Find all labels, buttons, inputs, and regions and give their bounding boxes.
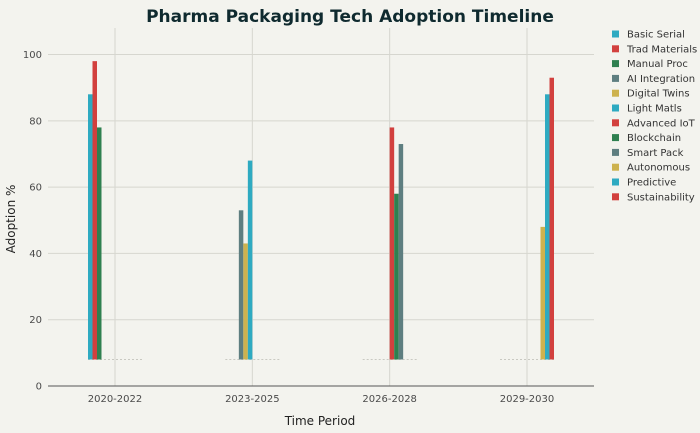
legend: Basic Serial Trad Materials Manual Proc AI … [612,30,697,203]
x-tick-label: 2029-2030 [500,394,555,405]
legend-label[interactable]: Smart Pack [627,148,684,159]
legend-swatch[interactable] [612,178,619,186]
legend-swatch[interactable] [612,60,619,68]
bar-sustainability[interactable] [549,77,555,360]
y-tick-label: 60 [29,183,42,194]
bar-manual-proc[interactable] [97,127,102,360]
bar-predictive[interactable] [545,94,550,360]
bar-autonomous[interactable] [540,226,546,360]
legend-swatch[interactable] [612,119,619,127]
legend-swatch[interactable] [612,74,619,82]
legend-swatch[interactable] [612,30,619,38]
bar-basic-serial[interactable] [88,94,93,360]
legend-label[interactable]: Manual Proc [627,59,688,70]
bars [88,61,555,360]
legend-label[interactable]: AI Integration [627,74,695,85]
y-tick-label: 80 [29,116,42,127]
chart-title: Pharma Packaging Tech Adoption Timeline [146,7,554,27]
x-tick-label: 2023-2025 [225,394,280,405]
bar-ai-integration[interactable] [238,210,244,360]
legend-label[interactable]: Sustainability [627,192,695,203]
grid [48,28,594,386]
legend-swatch[interactable] [612,104,619,112]
bar-smart-pack[interactable] [398,144,404,360]
legend-label[interactable]: Light Matls [627,104,682,115]
legend-swatch[interactable] [612,89,619,97]
bar-light-matls[interactable] [247,160,253,360]
y-tick-label: 100 [23,50,42,61]
legend-swatch[interactable] [612,163,619,171]
legend-label[interactable]: Basic Serial [627,30,685,41]
axes: 0 20 40 60 80 100 2020-2022 2023-2025 2026-2028 2… [23,50,594,405]
bar-digital-twins[interactable] [243,243,248,360]
legend-label[interactable]: Blockchain [627,133,681,144]
x-axis-title: Time Period [284,414,356,428]
legend-label[interactable]: Trad Materials [626,44,697,55]
y-axis-title: Adoption % [4,185,18,254]
legend-swatch[interactable] [612,45,619,53]
legend-label[interactable]: Advanced IoT [627,118,696,129]
x-tick-label: 2026-2028 [362,394,417,405]
legend-label[interactable]: Predictive [627,178,676,189]
bar-advanced-iot[interactable] [389,127,395,360]
y-tick-label: 0 [36,382,42,393]
bar-blockchain[interactable] [394,193,399,360]
x-tick-label: 2020-2022 [88,394,143,405]
legend-swatch[interactable] [612,193,619,201]
legend-label[interactable]: Digital Twins [627,89,690,100]
legend-label[interactable]: Autonomous [627,163,690,174]
legend-swatch[interactable] [612,148,619,156]
y-tick-label: 40 [29,249,42,260]
legend-swatch[interactable] [612,134,619,142]
y-tick-label: 20 [29,315,42,326]
bar-trad-materials[interactable] [92,61,98,360]
